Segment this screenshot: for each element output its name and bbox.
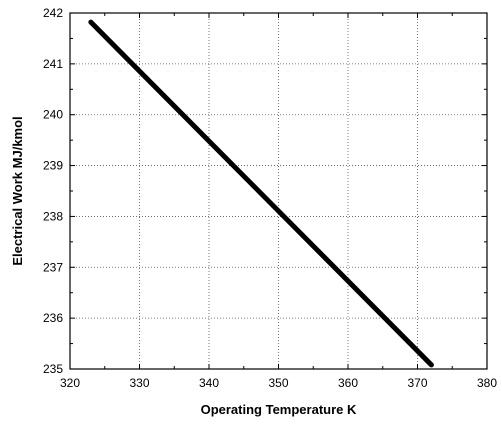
y-tick-label: 237 — [43, 260, 63, 274]
x-tick-label: 350 — [268, 376, 288, 390]
series-line — [88, 19, 434, 368]
y-tick-label: 242 — [43, 6, 63, 20]
x-tick-label: 340 — [199, 376, 219, 390]
y-tick-label: 238 — [43, 209, 63, 223]
gridlines — [70, 13, 487, 369]
axis-ticks — [69, 12, 488, 370]
x-tick-labels: 320 330 340 350 360 370 380 — [60, 376, 497, 390]
y-tick-labels: 235 236 237 238 239 240 241 242 — [43, 6, 63, 376]
y-tick-label: 241 — [43, 57, 63, 71]
y-axis-title: Electrical Work MJ/kmol — [10, 116, 25, 265]
y-tick-label: 236 — [43, 311, 63, 325]
x-axis-title: Operating Temperature K — [201, 402, 357, 417]
y-tick-label: 239 — [43, 159, 63, 173]
y-tick-label: 240 — [43, 108, 63, 122]
x-tick-label: 360 — [338, 376, 358, 390]
x-tick-label: 370 — [407, 376, 427, 390]
x-tick-label: 380 — [477, 376, 497, 390]
y-tick-label: 235 — [43, 362, 63, 376]
series-layer — [88, 19, 434, 368]
x-tick-label: 330 — [129, 376, 149, 390]
x-tick-label: 320 — [60, 376, 80, 390]
